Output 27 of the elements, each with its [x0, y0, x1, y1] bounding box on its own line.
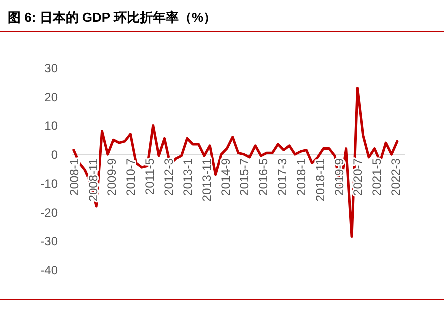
x-tick-label: 2014-9 [218, 158, 233, 196]
x-tick-label: 2013-1 [180, 158, 195, 196]
x-tick-label: 2019-9 [332, 158, 346, 196]
chart-title: 图 6: 日本的 GDP 环比折年率（%） [8, 10, 217, 25]
x-tick-label: 2020-7 [351, 158, 366, 196]
y-tick-label: -30 [40, 234, 58, 249]
y-tick-label: 30 [44, 62, 58, 76]
x-tick-label: 2011-5 [143, 158, 158, 196]
x-tick-label: 2009-9 [105, 158, 120, 196]
y-tick-label: 10 [44, 119, 58, 134]
x-tick-label: 2012-3 [162, 158, 176, 196]
x-tick-label: 2015-7 [238, 158, 252, 196]
y-tick-label: 20 [44, 90, 58, 104]
x-tick-label: 2010-7 [124, 158, 138, 196]
x-tick-label: 2016-5 [256, 158, 271, 196]
x-tick-label: 2018-11 [313, 158, 328, 202]
y-tick-label: -20 [40, 206, 58, 220]
x-tick-label: 2013-11 [200, 158, 214, 202]
x-tick-label: 2008-1 [67, 158, 82, 196]
x-tick-label: 2022-3 [389, 158, 404, 196]
y-tick-label: 0 [51, 148, 58, 162]
y-tick-label: -40 [40, 264, 58, 278]
y-tick-label: -10 [40, 176, 58, 191]
x-tick-label: 2021-5 [370, 158, 384, 196]
x-tick-label: 2008-11 [86, 158, 100, 202]
x-tick-label: 2017-3 [276, 158, 290, 196]
x-tick-label: 2018-1 [294, 158, 308, 196]
